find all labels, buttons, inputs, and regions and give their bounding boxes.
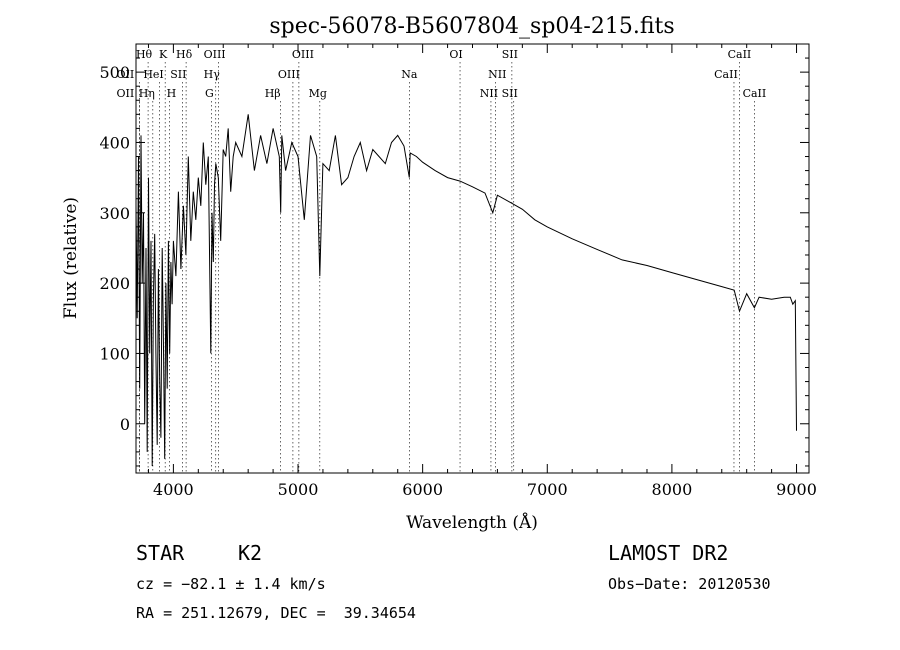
x-tick-label: 6000 — [402, 480, 443, 499]
chart-title: spec-56078-B5607804_sp04-215.fits — [269, 14, 674, 39]
line-marker-label: Hγ — [204, 68, 221, 81]
line-marker-label: Mg — [309, 87, 327, 100]
line-marker-label: H — [167, 87, 177, 100]
x-tick-label: 9000 — [776, 480, 817, 499]
line-marker-label: G — [205, 87, 214, 100]
line-marker-label: Hθ — [136, 48, 153, 61]
y-axis-label: Flux (relative) — [61, 197, 81, 319]
survey-name: LAMOST DR2 — [608, 541, 729, 565]
y-tick-label: 200 — [99, 274, 130, 293]
line-marker-label: Hη — [139, 87, 155, 100]
line-marker-label: SII — [170, 68, 186, 81]
obs-date: Obs−Date: 20120530 — [608, 575, 771, 593]
x-tick-label: 4000 — [153, 480, 194, 499]
x-tick-label: 8000 — [652, 480, 693, 499]
plot-frame — [135, 43, 810, 474]
y-tick-label: 100 — [99, 344, 130, 363]
line-marker-label: OIII — [292, 48, 314, 61]
spectrum-line — [135, 114, 797, 467]
x-tick-label: 7000 — [527, 480, 568, 499]
line-marker-label: Na — [401, 68, 418, 81]
line-marker-label: HeI — [143, 68, 163, 81]
line-marker-label: Hβ — [265, 87, 281, 100]
y-tick-label: 0 — [120, 415, 130, 434]
coordinates: RA = 251.12679, DEC = 39.34654 — [136, 604, 416, 622]
line-marker-label: NII — [488, 68, 506, 81]
line-marker-label: OIII — [278, 68, 300, 81]
line-marker-label: SII — [502, 87, 518, 100]
y-tick-label: 400 — [99, 133, 130, 152]
line-marker-label: CaII — [728, 48, 752, 61]
line-marker-label: SII — [502, 48, 518, 61]
line-marker-label: Hδ — [176, 48, 193, 61]
x-tick-label: 5000 — [278, 480, 319, 499]
line-markers: Hθ K Hδ OII HeI SII OII Hη H OIII Hγ G OIII OIII Hβ Mg N… — [117, 48, 767, 473]
object-subclass: K2 — [238, 541, 263, 565]
line-marker-label: CaII — [743, 87, 767, 100]
line-marker-label: OIII — [204, 48, 226, 61]
x-axis-label: Wavelength (Å) — [406, 512, 538, 533]
line-marker-label: NII — [480, 87, 498, 100]
redshift-velocity: cz = −82.1 ± 1.4 km/s — [136, 575, 326, 593]
line-marker-label: CaII — [714, 68, 738, 81]
y-tick-label: 500 — [99, 63, 130, 82]
object-class: STAR — [136, 541, 185, 565]
line-marker-label: K — [159, 48, 168, 61]
line-marker-label: OII — [117, 87, 135, 100]
y-tick-label: 300 — [99, 204, 130, 223]
line-marker-label: OII — [117, 68, 135, 81]
line-marker-label: OI — [449, 48, 462, 61]
axis-ticks: 4000 5000 6000 7000 8000 9000 0 100 200 300 400 500 — [99, 44, 817, 499]
